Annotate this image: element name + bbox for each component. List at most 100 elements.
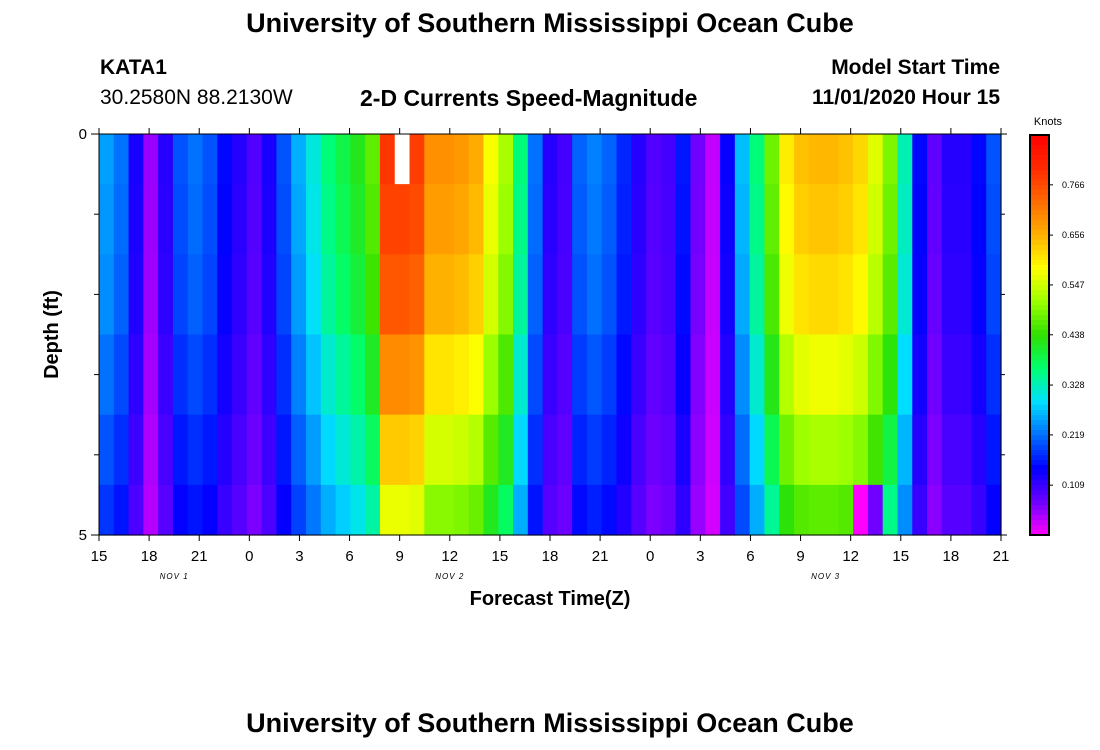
heatmap-cell: [586, 334, 603, 416]
x-tick-label: 18: [943, 548, 960, 565]
colorbar-tick-label: 0.766: [1062, 180, 1085, 190]
heatmap-cell: [113, 134, 130, 185]
heatmap-cell: [779, 184, 795, 255]
heatmap-cell: [453, 414, 470, 486]
y-tick-label: 0: [79, 126, 87, 143]
heatmap-cell: [941, 484, 958, 536]
heatmap-cell: [867, 414, 884, 486]
heatmap-cell: [439, 414, 455, 486]
heatmap-cell: [823, 414, 839, 486]
heatmap-cell: [335, 484, 351, 536]
colorbar-segment: [1030, 360, 1049, 366]
x-tick-label: 21: [592, 548, 609, 565]
heatmap-cell: [172, 254, 189, 336]
heatmap-cell: [675, 334, 692, 416]
heatmap-cell: [379, 414, 396, 486]
heatmap-cell: [808, 334, 825, 416]
heatmap-cell: [409, 254, 425, 336]
heatmap-cell: [158, 414, 174, 486]
heatmap-cell: [483, 254, 499, 336]
heatmap-cell: [601, 134, 618, 185]
colorbar-segment: [1030, 240, 1049, 246]
heatmap-cell: [379, 334, 396, 416]
heatmap-cell: [853, 414, 869, 486]
heatmap-cell: [734, 414, 751, 486]
colorbar-segment: [1030, 525, 1049, 531]
heatmap-cell: [897, 414, 913, 486]
heatmap-cell: [838, 134, 854, 185]
heatmap-cell: [853, 134, 869, 185]
heatmap-cell: [158, 254, 174, 336]
heatmap-cell: [335, 134, 351, 185]
heatmap-cell: [912, 184, 928, 255]
heatmap-cell: [291, 134, 307, 185]
heatmap-cell: [468, 484, 485, 536]
heatmap-cell: [187, 184, 204, 255]
heatmap-cell: [779, 334, 795, 416]
x-tick-label: 21: [191, 548, 208, 565]
colorbar-tick-label: 0.328: [1062, 380, 1085, 390]
heatmap-cell: [143, 184, 159, 255]
heatmap-cell: [232, 334, 248, 416]
colorbar-segment: [1030, 165, 1049, 171]
y-axis-label: Depth (ft): [41, 290, 63, 379]
heatmap-cell: [172, 484, 189, 536]
colorbar-segment: [1030, 245, 1049, 251]
colorbar-segment: [1030, 475, 1049, 481]
heatmap-cell: [601, 254, 618, 336]
heatmap-cell: [690, 414, 706, 486]
heatmap-cell: [941, 414, 958, 486]
heatmap-cell: [616, 254, 632, 336]
heatmap-cell: [468, 254, 485, 336]
heatmap-cell: [99, 414, 115, 486]
heatmap-cell: [261, 254, 278, 336]
heatmap-cell: [941, 334, 958, 416]
heatmap-cell: [720, 254, 736, 336]
heatmap-cell: [971, 254, 987, 336]
heatmap-cell: [838, 334, 854, 416]
heatmap-cell: [527, 414, 544, 486]
heatmap-cell: [276, 254, 292, 336]
heatmap-cell: [498, 484, 514, 536]
colorbar-segment: [1030, 295, 1049, 301]
heatmap-cell: [498, 254, 514, 336]
x-tick-label: 9: [796, 548, 804, 565]
colorbar-tick-label: 0.438: [1062, 330, 1085, 340]
heatmap-cell: [409, 484, 425, 536]
heatmap-cell: [572, 414, 588, 486]
heatmap-cell: [912, 414, 928, 486]
heatmap-cell: [172, 414, 189, 486]
heatmap-cell: [128, 254, 144, 336]
colorbar-segment: [1030, 160, 1049, 166]
heatmap-cell: [527, 184, 544, 255]
heatmap-cell: [217, 484, 233, 536]
heatmap-cell: [306, 184, 322, 255]
heatmap-cell: [882, 334, 899, 416]
heatmap-cell: [720, 334, 736, 416]
heatmap-cell: [202, 134, 218, 185]
heatmap-cell: [128, 484, 144, 536]
heatmap-cell: [394, 414, 411, 486]
y-tick-label: 5: [79, 527, 87, 544]
heatmap-cell: [675, 414, 692, 486]
heatmap-cell: [335, 254, 351, 336]
colorbar-segment: [1030, 300, 1049, 306]
heatmap-cell: [542, 254, 558, 336]
heatmap-cell: [764, 484, 780, 536]
heatmap-cell: [527, 134, 544, 185]
colorbar-segment: [1030, 400, 1049, 406]
x-tick-label: 6: [345, 548, 353, 565]
heatmap-cell: [882, 184, 899, 255]
colorbar-segment: [1030, 205, 1049, 211]
heatmap-cell: [986, 134, 1002, 185]
heatmap-cell: [276, 184, 292, 255]
colorbar-segment: [1030, 265, 1049, 271]
heatmap-cell: [823, 134, 839, 185]
heatmap-cell: [853, 184, 869, 255]
heatmap-cell: [320, 184, 337, 255]
colorbar-segment: [1030, 270, 1049, 276]
colorbar-segment: [1030, 500, 1049, 506]
colorbar-segment: [1030, 150, 1049, 156]
colorbar-segment: [1030, 415, 1049, 421]
heatmap-cell: [320, 414, 337, 486]
